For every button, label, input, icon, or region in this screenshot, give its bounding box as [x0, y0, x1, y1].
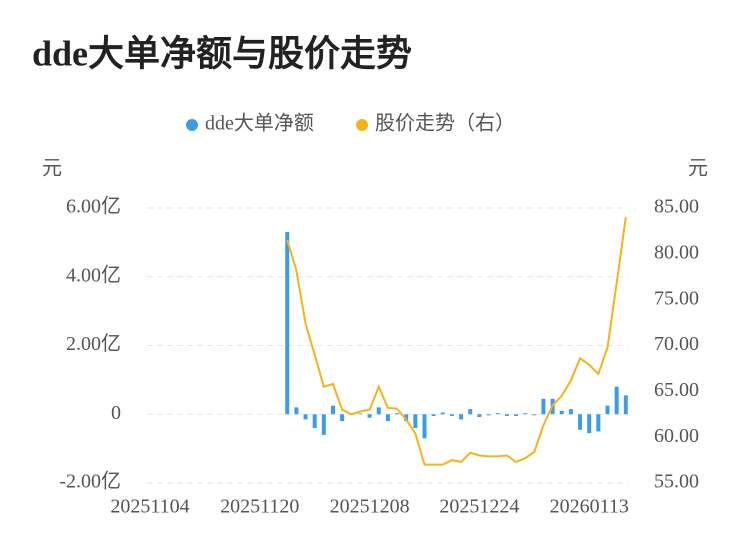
bar [340, 414, 345, 422]
y2-axis-label: 元 [688, 158, 708, 180]
bar [587, 414, 592, 434]
bar [596, 414, 601, 432]
bar [440, 412, 445, 415]
bar [495, 413, 500, 415]
y-tick-label: -2.00亿 [59, 470, 121, 493]
y2-tick-label: 75.00 [654, 287, 699, 309]
bar [504, 414, 509, 416]
y-tick-label: 0 [111, 402, 121, 424]
bar [376, 407, 381, 415]
y2-tick-label: 85.00 [654, 196, 699, 218]
x-tick-label: 20251224 [439, 496, 519, 518]
bar [367, 414, 372, 418]
bar [431, 414, 436, 416]
x-tick-label: 20251208 [330, 496, 410, 518]
bar [468, 409, 473, 415]
y-axis-label: 元 [42, 158, 62, 180]
legend-label[interactable]: 股价走势（右） [375, 112, 515, 135]
y2-tick-label: 60.00 [654, 425, 699, 447]
bar [559, 410, 564, 415]
y2-tick-label: 55.00 [654, 471, 699, 493]
bar [331, 405, 335, 415]
bar [459, 414, 464, 420]
bar [395, 413, 400, 415]
bar [312, 414, 317, 428]
bar [514, 414, 518, 416]
x-tick-label: 20251104 [110, 496, 189, 518]
legend-marker [356, 119, 368, 131]
price-line [286, 217, 627, 466]
bar [523, 413, 528, 415]
bar [358, 413, 363, 415]
y-tick-label: 6.00亿 [66, 195, 121, 218]
bar [285, 232, 290, 415]
legend-marker [186, 119, 198, 131]
bar [614, 386, 619, 415]
bar [477, 414, 482, 417]
bar [568, 409, 573, 415]
y2-tick-label: 70.00 [654, 333, 699, 355]
y-tick-label: 4.00亿 [66, 263, 121, 286]
bar [532, 414, 537, 416]
y-tick-label: 2.00亿 [66, 332, 121, 355]
chart-title: dde大单净额与股价走势 [32, 33, 412, 73]
bar [404, 414, 409, 422]
bar [422, 414, 427, 439]
bar [321, 414, 326, 435]
bar [385, 414, 390, 422]
bar [541, 398, 546, 415]
bar [413, 414, 418, 428]
y2-tick-label: 80.00 [654, 241, 699, 263]
bar [303, 414, 308, 420]
x-tick-label: 20260113 [550, 496, 629, 518]
bar [449, 414, 454, 416]
bar [623, 395, 628, 415]
bar [486, 414, 491, 416]
bar [605, 405, 610, 415]
bar [578, 414, 583, 430]
legend-label[interactable]: dde大单净额 [205, 112, 314, 135]
bar [294, 407, 299, 415]
y2-tick-label: 65.00 [654, 379, 699, 401]
x-tick-label: 20251120 [220, 496, 299, 518]
